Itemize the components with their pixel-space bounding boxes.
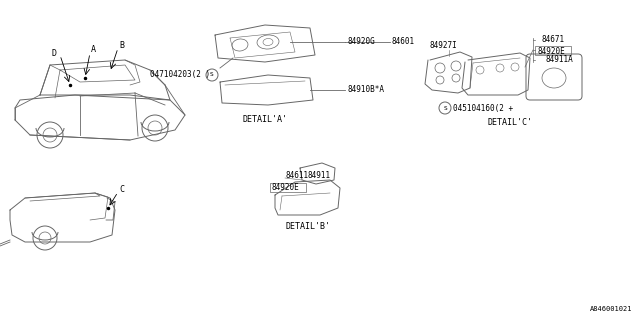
Text: 84910B*A: 84910B*A xyxy=(347,85,384,94)
Text: 84601: 84601 xyxy=(392,37,415,46)
Text: 84920E: 84920E xyxy=(272,183,300,193)
Text: C: C xyxy=(119,186,124,195)
Text: 84911: 84911 xyxy=(308,171,331,180)
Text: 84920G: 84920G xyxy=(347,37,375,46)
Text: A846001021: A846001021 xyxy=(589,306,632,312)
Text: 84611: 84611 xyxy=(285,171,308,180)
Text: DETAIL'A': DETAIL'A' xyxy=(243,115,287,124)
Text: 047104203(2 ): 047104203(2 ) xyxy=(150,70,210,79)
Text: S: S xyxy=(210,73,214,77)
Text: S: S xyxy=(443,106,447,110)
Text: B: B xyxy=(119,42,124,51)
Text: 84927I: 84927I xyxy=(430,42,458,51)
Text: D: D xyxy=(52,49,57,58)
Text: DETAIL'B': DETAIL'B' xyxy=(285,222,330,231)
Text: 84671: 84671 xyxy=(542,36,565,44)
Text: 84920E: 84920E xyxy=(537,46,564,55)
Text: A: A xyxy=(91,45,96,54)
Text: 84911A: 84911A xyxy=(545,55,573,65)
Text: DETAIL'C': DETAIL'C' xyxy=(488,118,532,127)
Text: 045104160(2 +: 045104160(2 + xyxy=(453,103,513,113)
